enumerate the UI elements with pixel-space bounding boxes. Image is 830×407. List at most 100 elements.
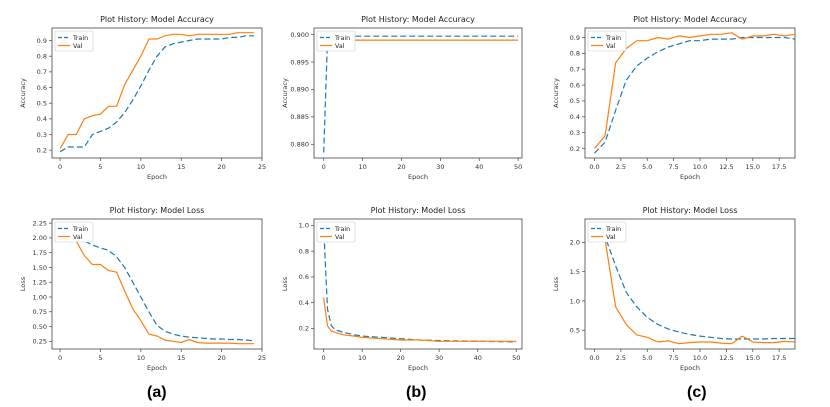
x-tick-label: 15.0 [746,163,760,171]
chart-4: Plot History: Model Loss 0 10 20 30 40 50 0.2 0.… [281,206,523,372]
x-tick-label: 10.0 [693,354,707,362]
chart-title: Plot History: Model Loss [110,206,205,215]
x-tick-label: 5 [98,354,102,362]
x-tick-label: 30 [436,163,444,171]
chart-title: Plot History: Model Loss [371,206,466,215]
series-line-train [594,36,796,154]
x-tick-label: 20 [397,163,405,171]
y-tick-label: 2.0 [570,239,580,247]
x-tick-label: 20 [217,163,225,171]
x-tick-label: 12.5 [719,163,733,171]
x-tick-label: 25 [258,354,266,362]
y-tick-label: 0.2 [570,145,580,153]
x-tick-label: 25 [258,163,266,171]
x-tick-label: 17.5 [772,163,786,171]
y-tick-label: 1.0 [299,222,309,230]
legend-label-val: Val [73,234,83,241]
y-tick-label: 0.890 [290,86,309,94]
legend-label-train: Train [334,35,350,42]
plot-frame [313,27,523,159]
y-tick-label: 0.6 [299,273,309,281]
chart-title: Plot History: Model Accuracy [361,15,475,24]
legend-label-val: Val [335,43,345,50]
y-axis-label: Loss [19,276,27,291]
series-line-val [594,32,796,149]
x-tick-label: 15.0 [746,354,760,362]
x-tick-label: 40 [474,354,482,362]
x-tick-label: 0 [322,354,326,362]
x-tick-label: 5.0 [642,354,652,362]
series-line-val [594,224,796,345]
y-tick-label: 0.2 [299,325,309,333]
series-line-val [59,32,254,149]
x-tick-label: 50 [514,163,522,171]
x-tick-label: 10.0 [693,163,707,171]
y-tick-label: 2.00 [33,234,47,242]
chart-title: Plot History: Model Loss [643,206,738,215]
x-tick-label: 10 [358,354,366,362]
y-tick-label: 0.3 [37,131,47,139]
x-tick-label: 5 [98,163,102,171]
y-tick-label: 0.5 [570,327,580,335]
x-tick-label: 20 [397,354,405,362]
x-axis-label: Epoch [408,173,428,181]
y-tick-label: 0.3 [570,129,580,137]
x-tick-label: 0.0 [589,354,599,362]
legend-label-train: Train [605,35,621,42]
x-axis-label: Epoch [680,364,700,372]
y-tick-label: 0.4 [570,113,580,121]
y-tick-label: 0.4 [37,115,47,123]
y-tick-label: 0.5 [37,99,47,107]
legend-label-train: Train [72,226,88,233]
y-tick-label: 0.4 [299,299,309,307]
chart-0: Plot History: Model Accuracy 0 5 10 15 20 25 0.… [19,15,266,181]
x-tick-label: 15 [177,163,185,171]
x-tick-label: 17.5 [772,354,786,362]
plot-frame [584,218,796,350]
y-tick-label: 1.0 [570,297,580,305]
caption-c: (c) [687,384,707,401]
legend-label-train: Train [72,35,88,42]
x-tick-label: 12.5 [719,354,733,362]
series-line-train [594,227,795,340]
x-axis-label: Epoch [147,364,167,372]
series-line-val [59,234,254,345]
chart-5: Plot History: Model Loss 0.0 2.5 5.0 7.5 10.0… [552,206,796,372]
legend-label-train: Train [605,226,621,233]
series-line-train [59,35,254,153]
y-axis-label: Accuracy [19,78,27,108]
chart-1: Plot History: Model Accuracy 0 10 20 30 40 50 0… [281,15,523,181]
y-tick-label: 0.2 [37,146,47,154]
legend-label-train: Train [334,226,350,233]
caption-a: (a) [147,384,167,401]
series-line-train [60,231,254,342]
y-tick-label: 0.7 [37,68,47,76]
plot-frame [313,218,523,350]
y-tick-label: 0.25 [33,338,47,346]
legend-label-val: Val [73,43,83,50]
y-tick-label: 1.00 [33,293,47,301]
plot-frame [584,27,796,159]
x-axis-label: Epoch [408,364,428,372]
y-tick-label: 0.6 [570,81,580,89]
x-tick-label: 10 [137,163,145,171]
chart-2: Plot History: Model Accuracy 0.0 2.5 5.0 7.5… [552,15,796,181]
x-tick-label: 2.5 [616,163,626,171]
x-axis-label: Epoch [680,173,700,181]
y-tick-label: 1.50 [33,264,47,272]
y-tick-label: 1.75 [33,249,47,257]
x-tick-label: 7.5 [668,163,678,171]
x-tick-label: 0.0 [589,163,599,171]
x-tick-label: 15 [177,354,185,362]
x-axis-label: Epoch [147,173,167,181]
y-axis-label: Loss [281,276,289,291]
y-tick-label: 0.885 [290,113,309,121]
y-tick-label: 0.8 [570,50,580,58]
y-tick-label: 1.25 [33,279,47,287]
x-tick-label: 10 [358,163,366,171]
legend-label-val: Val [606,43,616,50]
y-tick-label: 0.75 [33,308,47,316]
y-tick-label: 0.7 [570,66,580,74]
x-tick-label: 20 [217,354,225,362]
plot-frame [51,27,263,159]
